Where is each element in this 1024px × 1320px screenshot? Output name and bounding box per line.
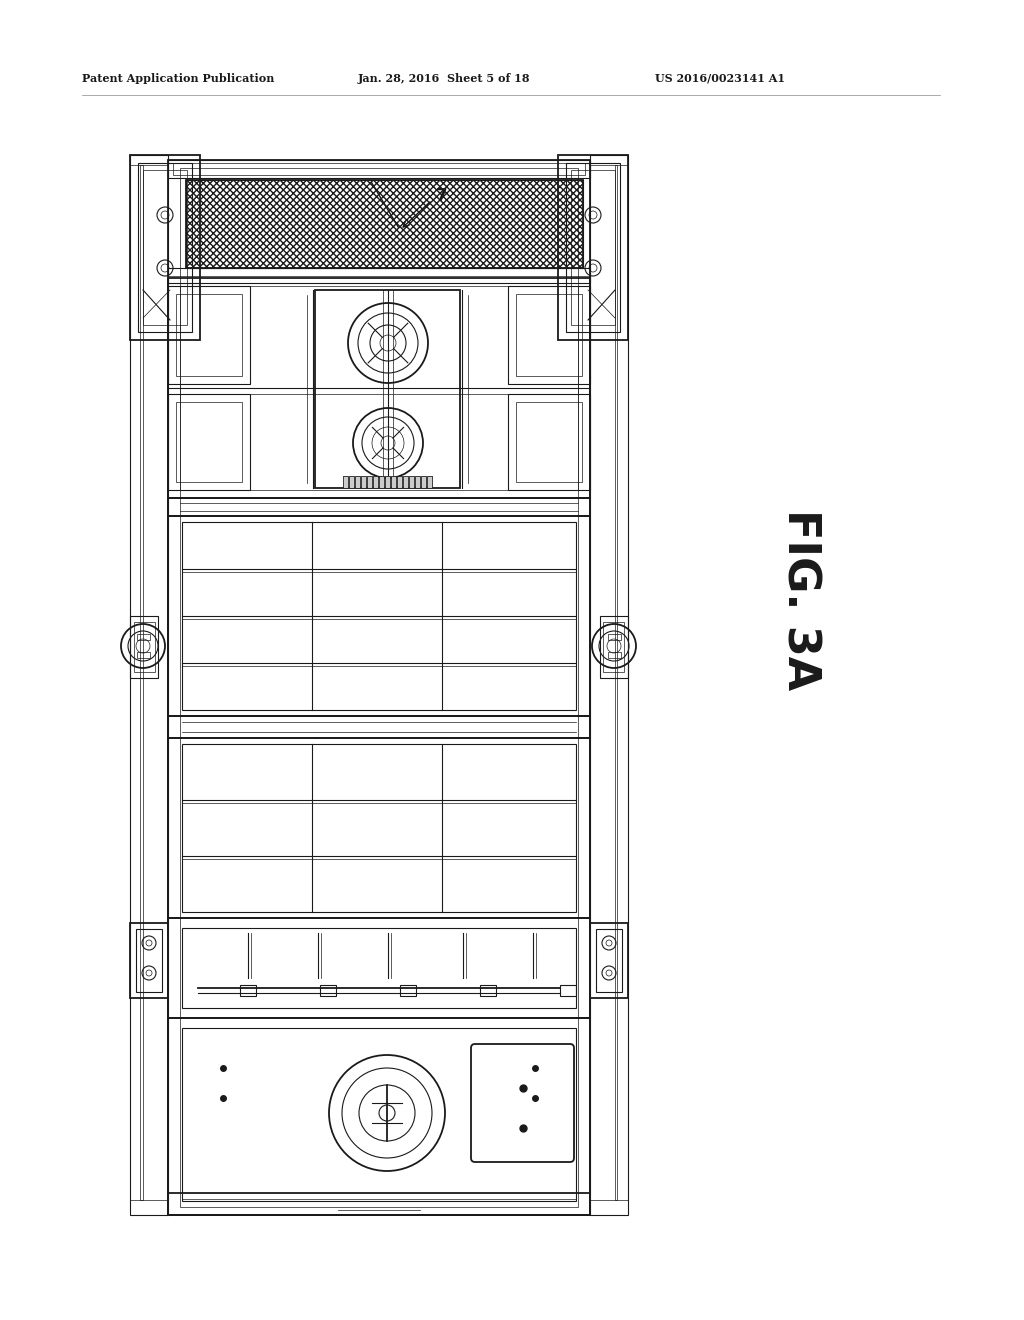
Bar — [516, 403, 582, 482]
Bar — [168, 1018, 590, 1214]
Bar — [319, 985, 336, 997]
Bar — [427, 477, 432, 488]
Bar — [182, 1028, 575, 1201]
Bar — [415, 477, 420, 488]
Bar — [590, 923, 628, 998]
Bar — [373, 477, 378, 488]
Bar — [571, 170, 615, 325]
Bar — [403, 477, 408, 488]
Bar — [168, 1193, 590, 1214]
Bar — [168, 279, 590, 498]
Bar — [182, 521, 575, 710]
Bar — [355, 477, 360, 488]
Bar — [136, 929, 162, 993]
Bar — [596, 929, 622, 993]
Bar — [508, 286, 590, 384]
Bar — [343, 477, 348, 488]
Bar — [397, 477, 402, 488]
Bar — [343, 477, 348, 488]
Bar — [421, 477, 426, 488]
Bar — [379, 477, 384, 488]
Bar — [143, 170, 187, 325]
Bar — [130, 923, 168, 998]
Bar — [168, 516, 590, 715]
Text: US 2016/0023141 A1: US 2016/0023141 A1 — [655, 73, 785, 83]
Bar — [608, 634, 621, 640]
Bar — [173, 162, 585, 176]
Bar — [168, 160, 590, 1214]
Bar — [168, 286, 250, 384]
Bar — [566, 162, 620, 333]
Bar — [168, 917, 590, 1018]
Bar — [186, 180, 583, 268]
Bar — [385, 477, 390, 488]
Bar — [608, 652, 621, 657]
Bar — [590, 154, 628, 1214]
Bar — [508, 393, 590, 490]
Bar — [349, 477, 354, 488]
Bar — [409, 477, 414, 488]
Bar — [130, 616, 158, 678]
Bar — [427, 477, 432, 488]
Bar — [600, 616, 628, 678]
Bar — [415, 477, 420, 488]
Bar — [130, 165, 143, 1200]
Bar — [240, 985, 256, 997]
Bar — [367, 477, 372, 488]
Bar — [590, 165, 617, 1200]
Bar — [168, 715, 590, 738]
Bar — [603, 622, 624, 672]
Bar — [180, 286, 578, 490]
Bar — [385, 477, 390, 488]
Bar — [315, 290, 460, 488]
Bar — [379, 477, 384, 488]
Bar — [137, 652, 150, 657]
Bar — [130, 154, 200, 341]
Bar — [516, 294, 582, 376]
Text: 7: 7 — [436, 187, 447, 205]
Bar — [168, 498, 590, 516]
Bar — [176, 294, 242, 376]
Bar — [186, 180, 583, 268]
Bar — [130, 154, 168, 1214]
Bar — [182, 928, 575, 1008]
Bar — [409, 477, 414, 488]
Bar — [349, 477, 354, 488]
Bar — [391, 477, 396, 488]
Bar — [180, 168, 578, 1206]
Bar — [480, 985, 496, 997]
Bar — [373, 477, 378, 488]
Bar — [400, 985, 416, 997]
Bar — [558, 154, 628, 341]
Text: FIG. 3A: FIG. 3A — [778, 510, 821, 690]
Text: Patent Application Publication: Patent Application Publication — [82, 73, 274, 83]
Bar — [361, 477, 366, 488]
Bar — [361, 477, 366, 488]
Text: Jan. 28, 2016  Sheet 5 of 18: Jan. 28, 2016 Sheet 5 of 18 — [358, 73, 530, 83]
Bar — [140, 165, 168, 1200]
Bar — [615, 165, 628, 1200]
Bar — [138, 162, 193, 333]
Bar — [168, 268, 590, 282]
Bar — [560, 985, 575, 997]
Bar — [168, 160, 590, 178]
Bar — [421, 477, 426, 488]
Bar — [168, 393, 250, 490]
Bar — [391, 477, 396, 488]
Bar — [182, 744, 575, 912]
Bar — [137, 634, 150, 640]
Bar — [134, 622, 155, 672]
Bar — [355, 477, 360, 488]
Bar — [176, 403, 242, 482]
Bar — [403, 477, 408, 488]
Bar — [168, 738, 590, 917]
Bar — [397, 477, 402, 488]
Bar — [367, 477, 372, 488]
